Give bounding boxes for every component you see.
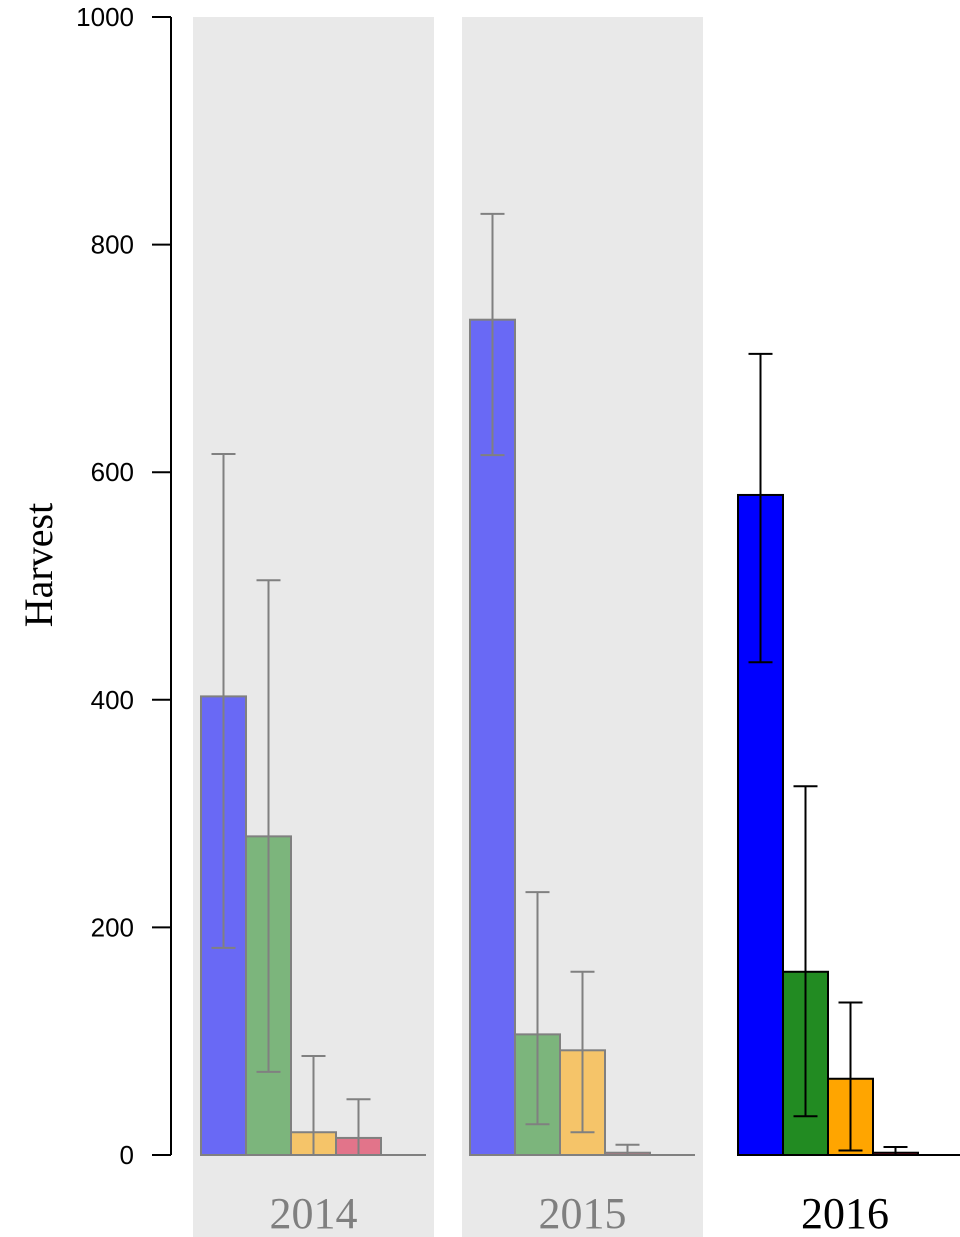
error-bar-2016-2 — [838, 1001, 863, 1152]
error-bar-2015-0 — [480, 212, 505, 457]
y-tick-label: 800 — [91, 230, 134, 260]
panel-labels: 2014 2015 2016 — [270, 1189, 890, 1237]
error-bar-2014-3 — [346, 1098, 371, 1156]
error-bar-2015-3 — [615, 1143, 640, 1156]
y-axis: 0 200 400 600 800 1000 — [76, 2, 172, 1170]
y-tick-label: 200 — [91, 912, 134, 942]
error-bar-2015-1 — [525, 891, 550, 1126]
error-bar-2014-1 — [256, 579, 281, 1073]
y-tick-label: 600 — [91, 457, 134, 487]
error-bar-2015-2 — [570, 970, 595, 1134]
panel-label-2014: 2014 — [270, 1189, 358, 1237]
error-bars — [211, 212, 908, 1156]
error-bar-2016-0 — [748, 352, 773, 664]
panel-label-2015: 2015 — [539, 1189, 627, 1237]
bar-2015-0 — [469, 318, 516, 1156]
error-bar-2014-2 — [301, 1054, 326, 1156]
error-bar-2014-0 — [211, 452, 236, 949]
error-bar-2016-1 — [793, 785, 818, 1118]
panel-label-2016: 2016 — [801, 1189, 889, 1237]
y-tick-label: 0 — [120, 1140, 134, 1170]
y-tick-label: 1000 — [76, 2, 134, 32]
y-tick-label: 400 — [91, 685, 134, 715]
y-axis-label: Harvest — [16, 503, 61, 627]
error-bar-2016-3 — [883, 1146, 908, 1156]
